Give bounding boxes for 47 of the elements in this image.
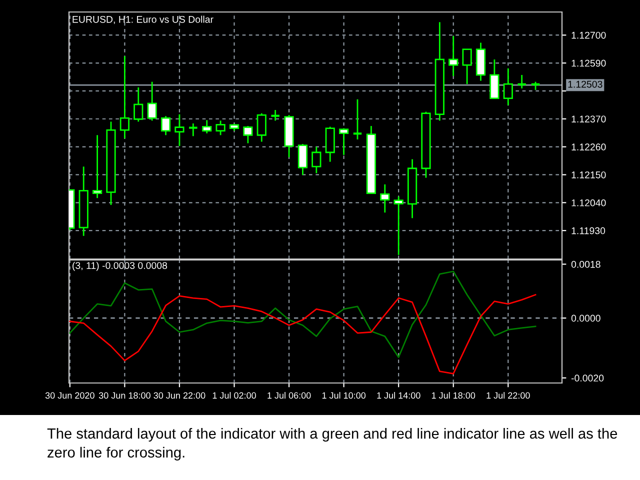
- candlestick: [352, 98, 363, 140]
- x-tick-label: 1 Jul 02:00: [212, 392, 256, 399]
- y-tick-label: 0.0000: [571, 314, 600, 322]
- candlestick: [462, 48, 472, 85]
- text: The standard layout of the indicator with a green and red line indicator line as well as the zero line for crossing.: [47, 428, 618, 460]
- y-tick-label: 1.12040: [572, 199, 606, 206]
- x-tick-label: 1 Jul 10:00: [322, 392, 366, 399]
- y-tick-label: 1.12700: [572, 32, 606, 39]
- x-tick-label: 30 Jun 18:00: [98, 392, 150, 399]
- candlestick: [256, 112, 266, 142]
- ref-line-label: 1.12503: [568, 80, 602, 88]
- candlestick: [160, 115, 171, 136]
- candlestick: [270, 109, 280, 122]
- candlestick: [503, 68, 513, 106]
- candlestick: [516, 74, 527, 90]
- y-tick-label: -0.0020: [571, 374, 604, 382]
- candlestick: [202, 119, 212, 134]
- line-series: [69, 294, 536, 374]
- candlestick: [188, 122, 198, 137]
- candlestick: [298, 143, 308, 176]
- candlestick: [312, 146, 322, 174]
- candlestick: [147, 81, 157, 122]
- y-tick-label: 0.0018: [571, 260, 600, 268]
- candlestick: [243, 125, 253, 144]
- y-tick-label: 1.12150: [572, 171, 606, 178]
- x-tick-label: 1 Jul 18:00: [432, 392, 476, 399]
- candlestick: [92, 134, 102, 199]
- candlestick: [490, 58, 500, 100]
- candlestick: [174, 114, 184, 147]
- chart-title: (3, 11) -0.0003 0.0008: [72, 262, 168, 271]
- x-tick-label: 30 Jun 22:00: [154, 392, 206, 399]
- candlestick: [216, 120, 226, 136]
- candlestick: [339, 128, 349, 156]
- candlestick: [394, 196, 404, 256]
- y-tick-label: 1.12260: [572, 144, 606, 150]
- candlestick: [448, 35, 458, 77]
- x-tick-label: 1 Jul 22:00: [486, 392, 530, 399]
- x-tick-label: 1 Jul 06:00: [268, 392, 311, 399]
- y-tick-label: 1.12370: [572, 116, 606, 122]
- candlestick: [380, 184, 390, 214]
- line-series: [69, 270, 536, 358]
- candlestick: [134, 86, 144, 122]
- chart-title: EURUSD, H1: Euro vs US Dollar: [72, 16, 214, 24]
- y-tick-label: 1.12590: [572, 60, 606, 67]
- y-tick-label: 1.11930: [572, 227, 606, 234]
- x-tick-label: 30 Jun 2020: [45, 392, 94, 399]
- x-tick-label: 1 Jul 14:00: [377, 392, 420, 399]
